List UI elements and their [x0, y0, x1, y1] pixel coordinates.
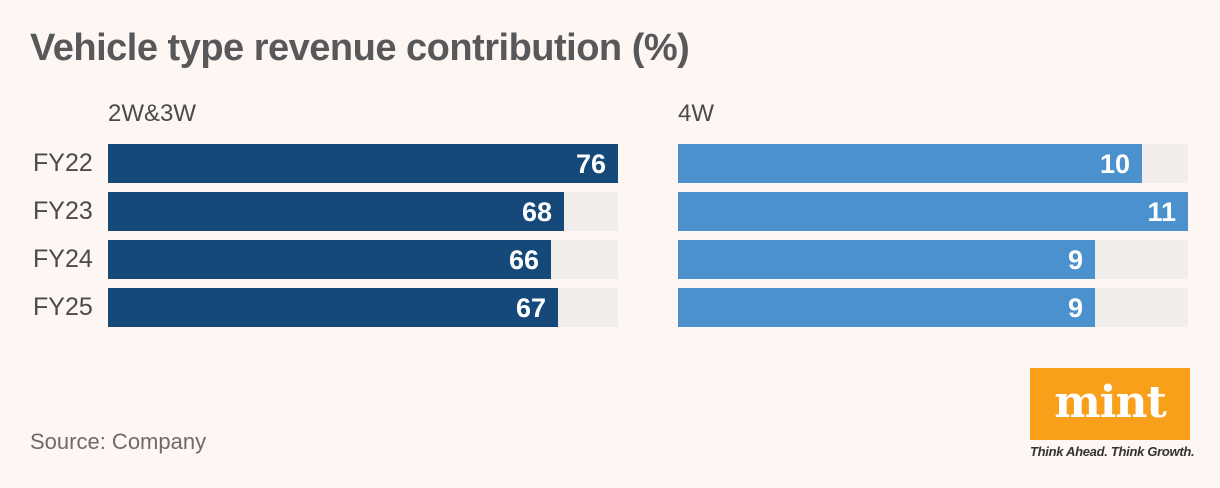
- chart-row: FY22 76 10: [0, 144, 1220, 183]
- bar-track: 9: [678, 240, 1188, 279]
- bar-fill: 76: [108, 144, 618, 183]
- panel-label-2w3w: 2W&3W: [108, 100, 197, 127]
- bar-track: 67: [108, 288, 618, 327]
- mint-logo-text: mint: [1054, 377, 1167, 428]
- bar-value-label: 76: [575, 149, 606, 179]
- chart-row: FY24 66 9: [0, 240, 1220, 279]
- bar-fill: 9: [678, 240, 1095, 279]
- bar-track: 66: [108, 240, 618, 279]
- bar-fill: 68: [108, 192, 564, 231]
- bar-value-label: 11: [1147, 197, 1176, 227]
- bar-track: 10: [678, 144, 1188, 183]
- source-note: Source: Company: [30, 429, 207, 454]
- bar-track: 76: [108, 144, 618, 183]
- mint-tagline: Think Ahead. Think Growth.: [1030, 444, 1195, 459]
- bar-fill: 67: [108, 288, 558, 327]
- bar-fill: 66: [108, 240, 551, 279]
- bar-fill: 11: [678, 192, 1188, 231]
- chart-row: FY25 67 9: [0, 288, 1220, 327]
- mint-logo: mint: [1030, 368, 1190, 440]
- bar-value-label: 66: [508, 245, 539, 275]
- chart-row: FY23 68 11: [0, 192, 1220, 231]
- bar-value-label: 9: [1067, 245, 1083, 275]
- bar-track: 68: [108, 192, 618, 231]
- category-label: FY23: [33, 197, 93, 225]
- bar-value-label: 67: [515, 293, 546, 323]
- category-label: FY24: [33, 245, 93, 273]
- bar-fill: 10: [678, 144, 1142, 183]
- panel-label-4w: 4W: [678, 100, 714, 127]
- chart-title: Vehicle type revenue contribution (%): [30, 27, 690, 69]
- category-label: FY25: [33, 293, 93, 321]
- bar-value-label: 10: [1099, 149, 1130, 179]
- bar-track: 9: [678, 288, 1188, 327]
- bar-value-label: 68: [521, 197, 552, 227]
- category-label: FY22: [33, 149, 93, 177]
- bar-track: 11: [678, 192, 1188, 231]
- bar-value-label: 9: [1067, 293, 1083, 323]
- bar-fill: 9: [678, 288, 1095, 327]
